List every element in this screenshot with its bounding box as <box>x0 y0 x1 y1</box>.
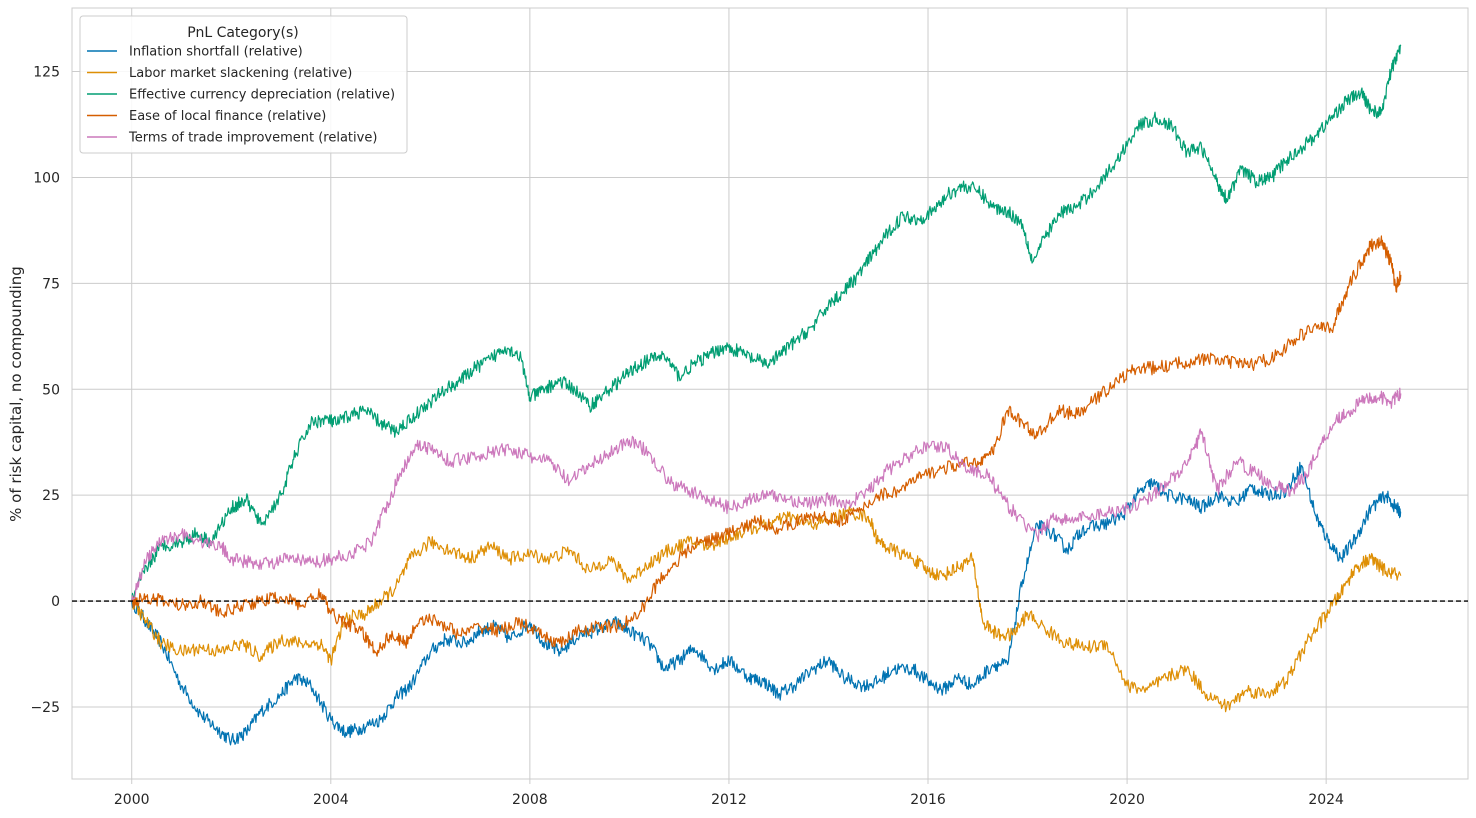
legend-items: Inflation shortfall (relative) Labor mark… <box>87 45 395 146</box>
legend-label: Terms of trade improvement (relative) <box>128 131 377 146</box>
series-line-2 <box>131 44 1402 602</box>
x-tick-label: 2008 <box>512 792 548 808</box>
x-tick-label: 2020 <box>1109 792 1145 808</box>
legend: PnL Category(s) Inflation shortfall (rel… <box>79 15 408 154</box>
y-tick-label: 50 <box>42 382 60 398</box>
series-line-3 <box>131 235 1402 657</box>
x-tick-label: 2012 <box>711 792 747 808</box>
legend-label: Effective currency depreciation (relativ… <box>129 88 395 103</box>
series-line-4 <box>131 387 1402 602</box>
legend-title: PnL Category(s) <box>187 25 299 41</box>
y-tick-label: −25 <box>30 700 60 716</box>
x-tick-label: 2000 <box>114 792 150 808</box>
series-line-0 <box>131 461 1402 746</box>
x-tick-label: 2024 <box>1308 792 1344 808</box>
x-tick-label: 2004 <box>313 792 349 808</box>
y-tick-label: 0 <box>51 594 60 610</box>
y-axis-label: % of risk capital, no compounding <box>7 266 25 522</box>
legend-label: Labor market slackening (relative) <box>129 66 352 81</box>
legend-label: Inflation shortfall (relative) <box>129 45 303 60</box>
y-tick-label: 125 <box>33 65 60 81</box>
x-tick-label: 2016 <box>910 792 946 808</box>
legend-box <box>79 15 408 154</box>
y-tick-label: 25 <box>42 488 60 504</box>
y-tick-label: 75 <box>42 276 60 292</box>
series-line-1 <box>131 506 1402 713</box>
legend-label: Ease of local finance (relative) <box>129 109 326 124</box>
y-axis-ticks: −25 0 25 50 75 100 125 <box>30 65 60 716</box>
y-tick-label: 100 <box>33 170 60 186</box>
x-axis-ticks: 2000 2004 2008 2012 2016 2020 2024 <box>114 779 1344 808</box>
series-lines <box>131 44 1402 746</box>
